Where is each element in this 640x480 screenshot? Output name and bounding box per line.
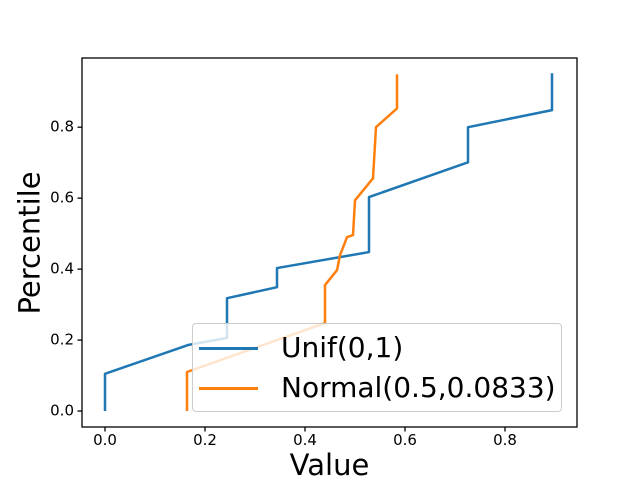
axis-tick-marks: [77, 126, 506, 432]
legend: Unif(0,1) Normal(0.5,0.0833): [192, 323, 562, 412]
legend-label-normal: Normal(0.5,0.0833): [281, 371, 556, 404]
y-axis-label: Percentile: [12, 171, 47, 315]
x-tick-label: 0.6: [393, 431, 417, 449]
x-tick-label: 0.0: [93, 431, 117, 449]
x-tick-label: 0.4: [293, 431, 317, 449]
x-tick-label: 0.2: [193, 431, 217, 449]
plot-frame: [81, 57, 578, 428]
y-tick-label: 0.6: [50, 188, 74, 207]
legend-line-swatch-unif: [199, 346, 258, 350]
y-tick-label: 0.2: [50, 330, 74, 349]
legend-item-unif: Unif(0,1): [193, 328, 561, 368]
x-tick-label: 0.8: [493, 431, 517, 449]
y-tick-label: 0.8: [50, 117, 74, 136]
legend-label-unif: Unif(0,1): [281, 331, 404, 364]
y-tick-label: 0.0: [50, 401, 74, 420]
legend-line-swatch-normal: [199, 386, 258, 390]
curve-unif-0-1-: [103, 73, 554, 412]
x-axis-label: Value: [289, 448, 370, 480]
y-tick-label: 0.4: [50, 259, 74, 278]
legend-item-normal: Normal(0.5,0.0833): [193, 368, 561, 408]
